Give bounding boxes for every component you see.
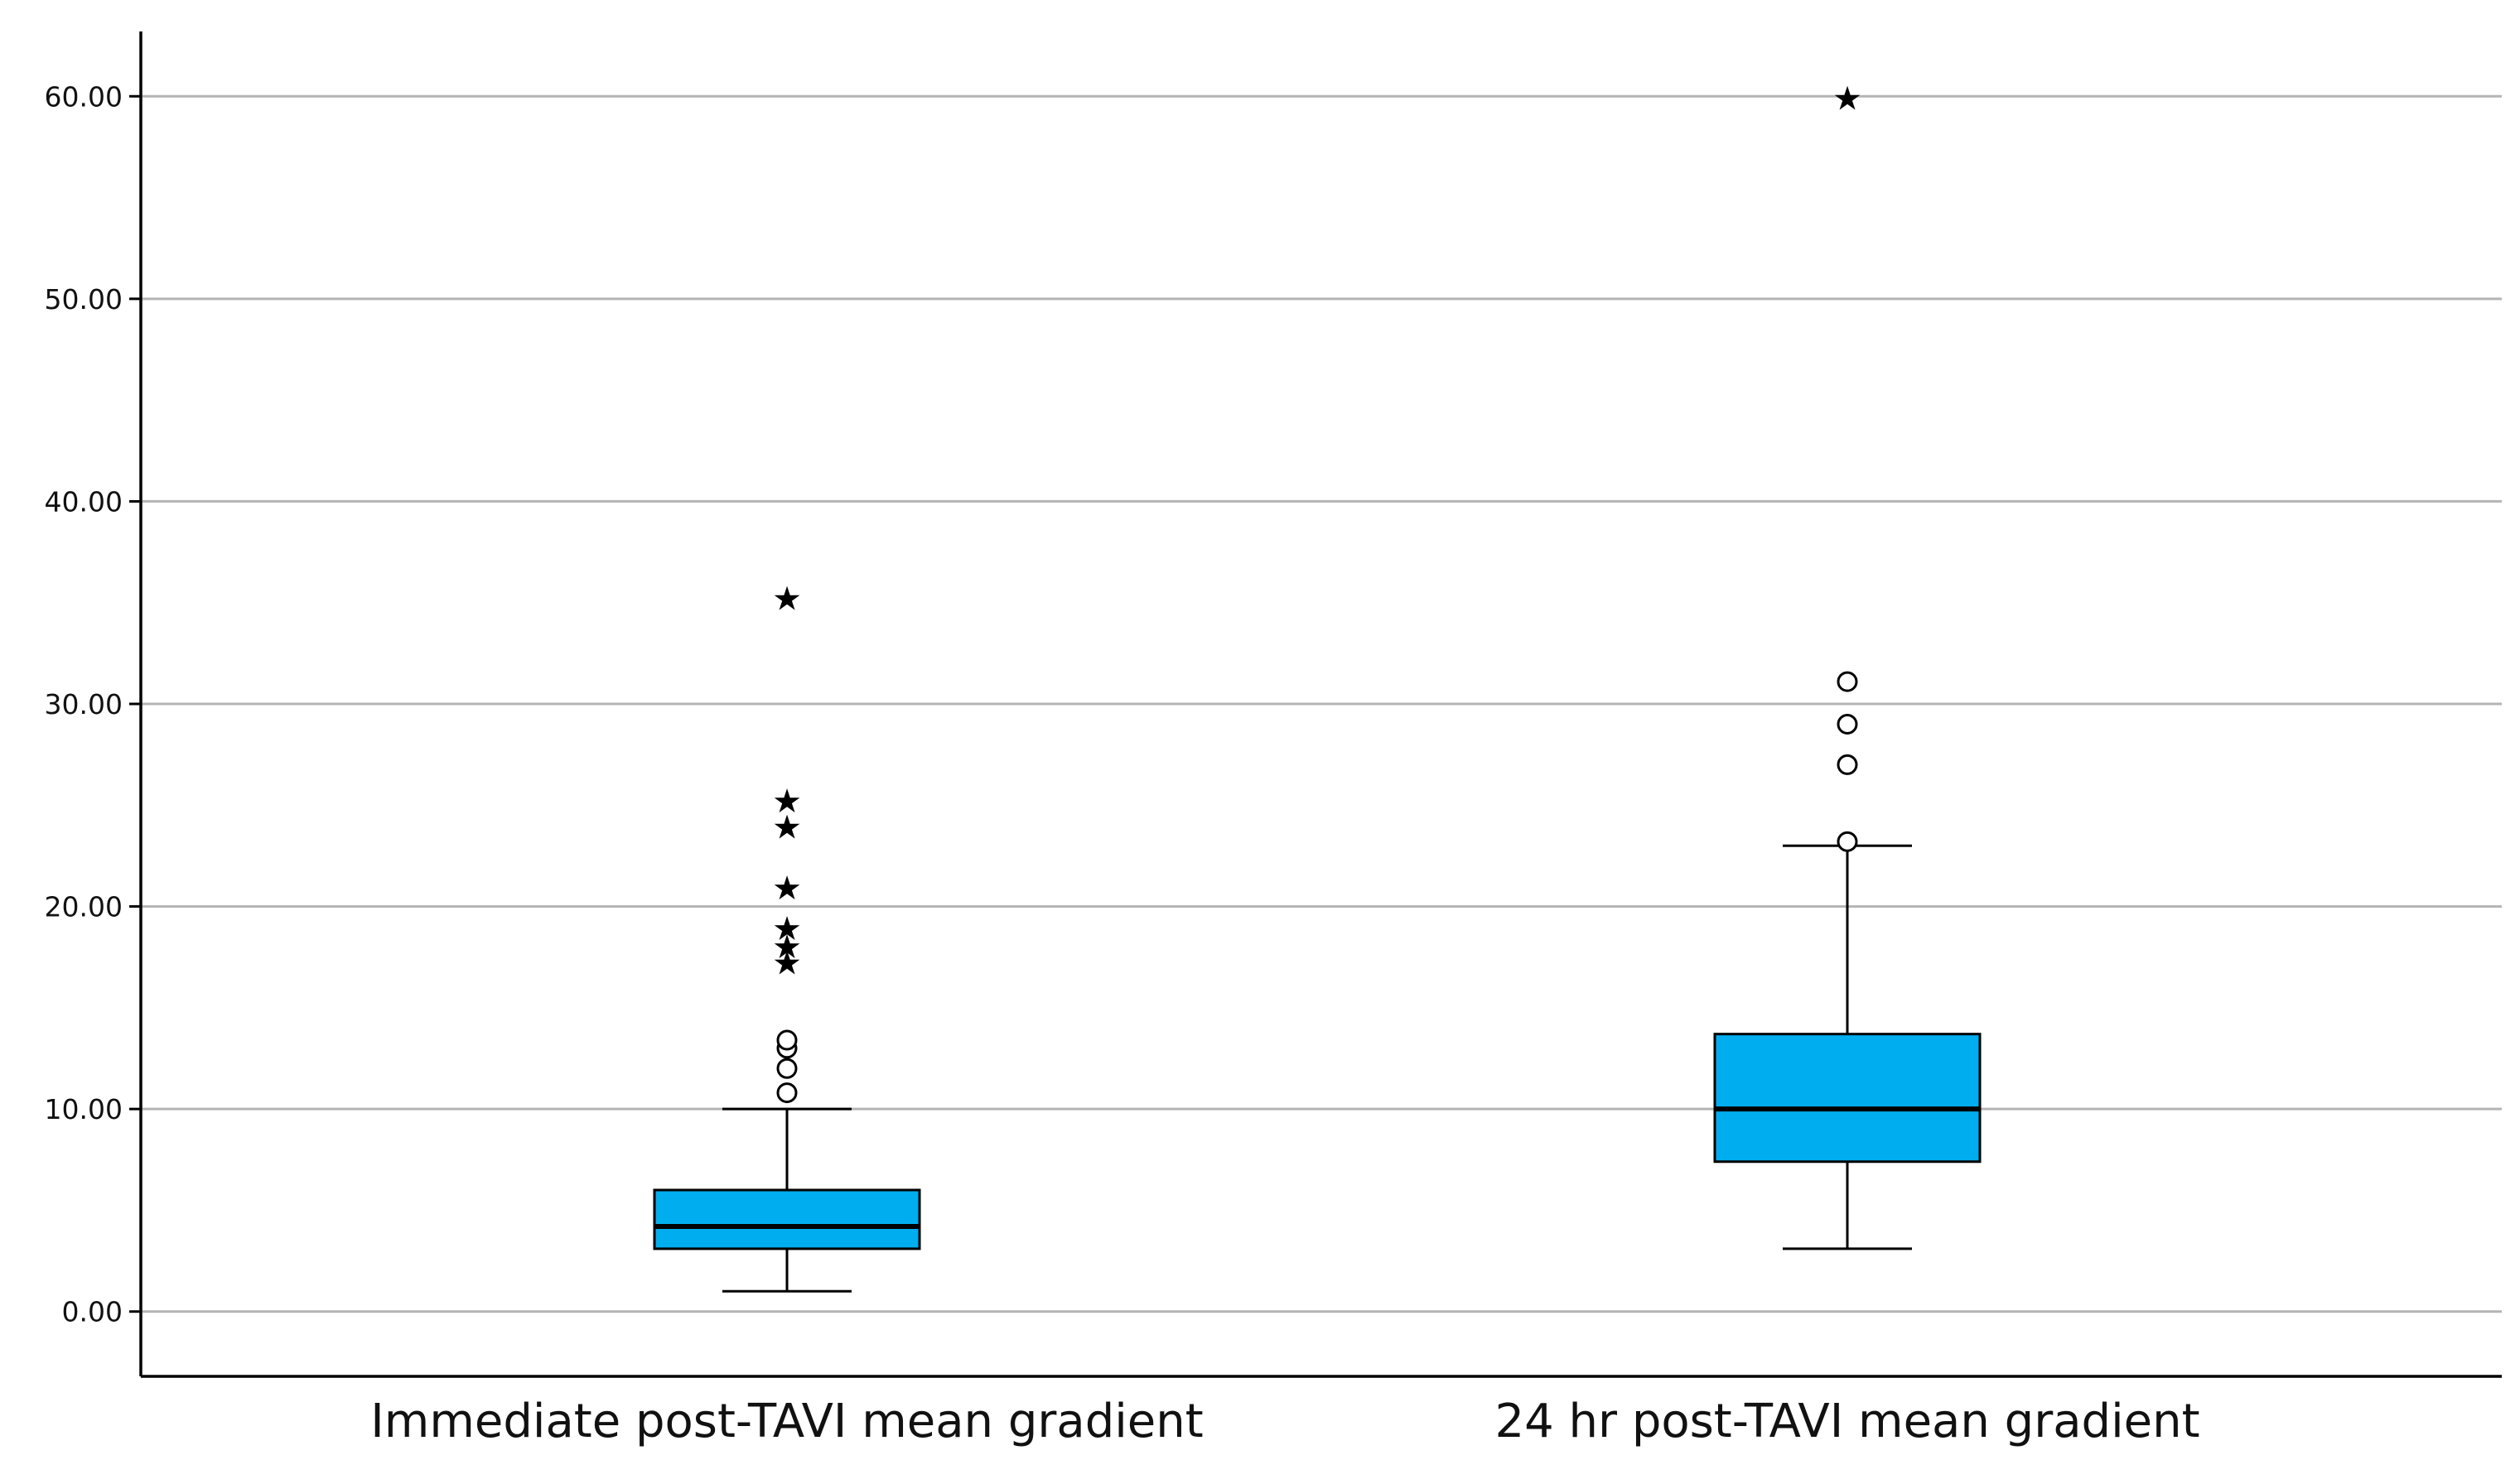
- extreme-point-star: ★: [1832, 80, 1862, 118]
- outlier-point: [776, 1082, 798, 1104]
- iqr-box: [653, 1188, 921, 1250]
- y-tick-label: 20.00: [45, 891, 123, 923]
- box-group-2: [1713, 844, 1982, 1250]
- extreme-point-star: ★: [772, 910, 802, 948]
- y-tick-label: 40.00: [45, 485, 123, 518]
- y-axis-ticks: 0.00 10.00 20.00 30.00 40.00 50.00 60.00: [45, 80, 141, 1328]
- iqr-box: [1713, 1033, 1982, 1164]
- boxes: [653, 844, 1982, 1293]
- axes: [139, 31, 2502, 1378]
- y-tick-label: 10.00: [45, 1093, 123, 1125]
- grid-lines: [141, 94, 2502, 1313]
- outlier-point: [1837, 671, 1858, 692]
- y-tick-label: 50.00: [45, 283, 123, 316]
- outlier-point: [776, 1058, 798, 1079]
- box-group-1: [653, 1107, 921, 1293]
- extreme-point-star: ★: [772, 809, 802, 847]
- extreme-point-star: ★: [772, 928, 802, 966]
- extreme-point-star: ★: [772, 783, 802, 821]
- extreme-point-star: ★: [772, 945, 802, 983]
- extreme-point-star: ★: [772, 870, 802, 908]
- outlier-point: [776, 1029, 798, 1051]
- y-tick-label: 0.00: [62, 1296, 123, 1328]
- outlier-point: [1837, 831, 1858, 852]
- x-category-label: Immediate post-TAVI mean gradient: [370, 1395, 1203, 1448]
- outlier-points: ★★★★★★★★: [772, 80, 1862, 1104]
- outlier-point: [1837, 713, 1858, 735]
- category-labels: Immediate post-TAVI mean gradient 24 hr p…: [370, 1395, 2199, 1448]
- extreme-point-star: ★: [772, 580, 802, 618]
- x-category-label: 24 hr post-TAVI mean gradient: [1494, 1395, 2199, 1448]
- y-tick-label: 30.00: [45, 688, 123, 720]
- y-tick-label: 60.00: [45, 80, 123, 113]
- outlier-point: [1837, 754, 1858, 775]
